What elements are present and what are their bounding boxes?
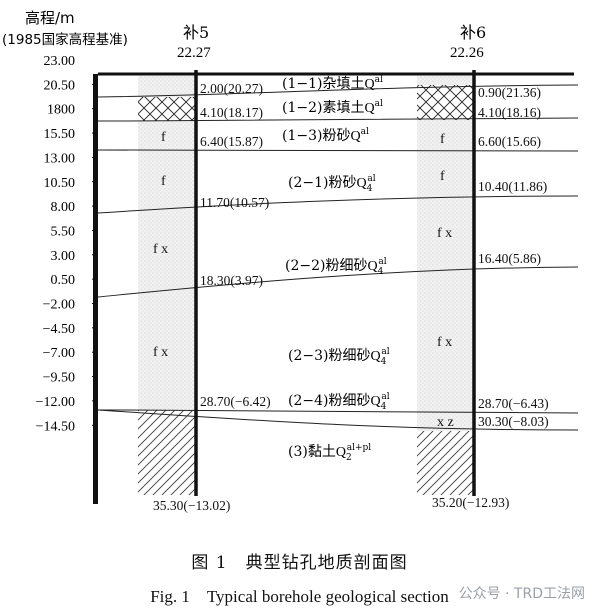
b6-fill-1-1 — [417, 76, 474, 85]
b6-mark-5: x z — [437, 415, 454, 430]
b6-mark-2: f — [440, 169, 445, 184]
b6-depth-2: 4.10(18.16) — [478, 105, 541, 120]
b5-mark-4: f x — [153, 345, 168, 360]
b6-fill-1-2 — [417, 85, 474, 120]
borehole-6-name: 补6 — [460, 23, 486, 42]
b6-fill-sand — [417, 120, 474, 413]
axis-scale-bar — [93, 74, 98, 504]
b5-mark-3: f x — [153, 242, 168, 257]
axis-tick-label: −9.50 — [43, 371, 75, 386]
layer-boundaries — [97, 84, 579, 431]
b5-depth-6: 28.70(−6.42) — [200, 394, 271, 409]
axis-ticks: 23.00 20.50 1800 15.50 13.00 10.50 8.00 5.50 3.0… — [36, 54, 98, 434]
b6-depth-6: 28.70(−6.43) — [478, 396, 549, 411]
axis-tick-label: 13.00 — [44, 151, 76, 166]
b5-depth-5: 18.30(3.97) — [200, 273, 263, 288]
b5-depth-4: 11.70(10.57) — [200, 195, 269, 210]
b5-mark-1: f — [161, 130, 166, 145]
b5-fill-1-1 — [138, 76, 196, 97]
b5-mark-2: f — [161, 174, 166, 189]
boundary-2-2 — [97, 266, 579, 298]
b6-mark-1: f — [440, 132, 445, 147]
layer-label-8: (3)黏土Q2al+pl — [288, 443, 371, 463]
layer-labels: (1−1)杂填土Qal (1−2)素填土Qal (1−3)粉砂Qal (2−1)粉砂Q… — [282, 75, 390, 463]
borehole-5-elevation: 22.27 — [177, 45, 211, 61]
axis-tick-label: 0.50 — [51, 273, 76, 288]
axis-tick-label: −2.00 — [43, 298, 75, 313]
axis-datum: (1985国家高程基准) — [2, 31, 128, 48]
axis-tick-label: 10.50 — [44, 176, 76, 191]
axis-tick-label: 15.50 — [44, 127, 76, 142]
b6-depth-4: 10.40(11.86) — [478, 179, 547, 194]
layer-label-2: (1−2)素填土Qal — [282, 99, 383, 116]
figure-caption-english: Fig. 1 Typical borehole geological secti… — [150, 587, 449, 606]
axis-tick-label: −14.50 — [36, 419, 75, 434]
axis-tick-label: −7.00 — [43, 346, 75, 361]
b5-depth-1: 2.00(20.27) — [200, 81, 263, 96]
b6-fill-xz — [417, 413, 474, 431]
b6-depth-7: 30.30(−8.03) — [478, 414, 549, 429]
borehole-5-name: 补5 — [183, 23, 209, 42]
axis-tick-label: 5.50 — [51, 224, 76, 239]
b5-fill-1-2 — [138, 97, 196, 121]
b6-depth-3: 6.60(15.66) — [478, 134, 541, 149]
boundary-2-4 — [97, 409, 579, 414]
b5-depth-2: 4.10(18.17) — [200, 105, 263, 120]
axis-tick-label: 1800 — [47, 103, 75, 118]
b6-fill-clay — [417, 431, 474, 495]
layer-label-5: (2−2)粉细砂Q4al — [285, 257, 387, 277]
layer-label-1: (1−1)杂填土Qal — [282, 75, 383, 92]
axis-title: 高程/m — [25, 9, 75, 27]
layer-label-4: (2−1)粉砂Q4al — [288, 174, 376, 194]
b6-depth-5: 16.40(5.86) — [478, 251, 541, 266]
borehole-6-elevation: 22.26 — [450, 45, 484, 61]
axis-tick-label: 3.00 — [51, 249, 76, 264]
b5-bottom: 35.30(−13.02) — [153, 498, 230, 513]
b6-depth-1: 0.90(21.36) — [478, 85, 541, 100]
boundary-1-1 — [97, 84, 579, 98]
figure-caption-chinese: 图 1 典型钻孔地质剖面图 — [191, 553, 408, 573]
axis-tick-label: −4.50 — [43, 322, 75, 337]
layer-label-3: (1−3)粉砂Qal — [282, 127, 369, 144]
axis-tick-label: 8.00 — [51, 200, 76, 215]
b5-fill-sand — [138, 121, 196, 410]
layer-label-6: (2−3)粉细砂Q4al — [288, 347, 390, 367]
b5-depth-3: 6.40(15.87) — [200, 134, 263, 149]
boundary-3 — [97, 409, 579, 431]
axis-tick-label: 20.50 — [44, 78, 76, 93]
boundary-2-1 — [97, 195, 579, 214]
b5-fill-clay — [138, 410, 196, 495]
watermark-text: 公众号 · TRD工法网 — [458, 586, 585, 602]
b6-mark-4: f x — [437, 335, 452, 350]
borehole-section-diagram: 高程/m (1985国家高程基准) 23.00 20.50 1800 15.50 13.… — [2, 9, 579, 513]
axis-tick-label: −12.00 — [36, 395, 75, 410]
layer-label-7: (2−4)粉细砂Q4al — [288, 392, 390, 412]
boundary-1-3 — [97, 149, 579, 152]
axis-tick-label: 23.00 — [44, 54, 76, 69]
b6-bottom: 35.20(−12.93) — [432, 495, 509, 510]
b6-mark-3: f x — [437, 226, 452, 241]
